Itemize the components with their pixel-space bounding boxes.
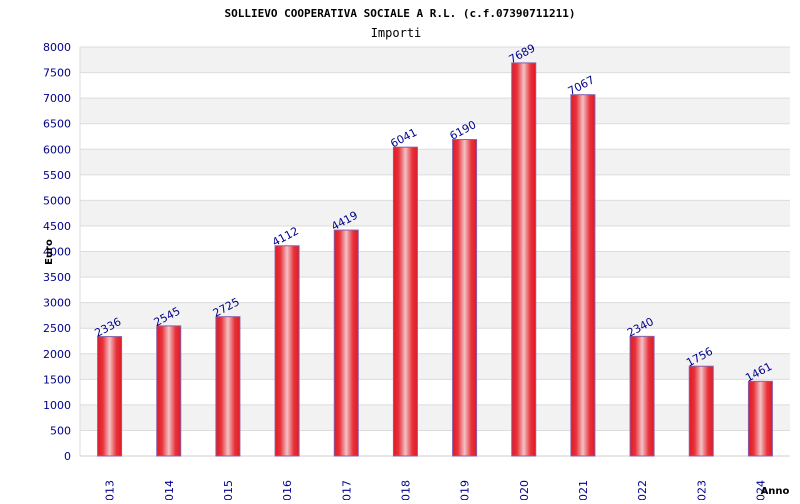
grid-band [80, 200, 790, 226]
x-tick-label: 2022 [636, 480, 649, 500]
x-axis-label: Anno [761, 486, 790, 497]
x-tick-label: 2016 [281, 480, 294, 500]
x-tick-label: 2020 [518, 480, 531, 500]
grid-band [80, 123, 790, 150]
y-tick-label: 0 [64, 450, 71, 463]
y-tick-label: 5500 [43, 169, 71, 182]
bar-2020 [511, 62, 537, 457]
x-tick-label: 2017 [340, 480, 353, 500]
x-tick-label: 2013 [104, 480, 117, 500]
grid-band [80, 430, 790, 456]
y-tick-label: 500 [50, 424, 71, 437]
bar-2015 [215, 316, 241, 457]
x-tick-label: 2018 [399, 480, 412, 500]
grid-band [80, 353, 790, 380]
grid-band [80, 328, 790, 354]
chart-title: SOLLIEVO COOPERATIVA SOCIALE A R.L. (c.f… [225, 7, 576, 20]
y-tick-label: 7000 [43, 92, 71, 105]
y-axis-ticks: 0 500 1000 1500 2000 2500 3000 3500 4000 4500 5000… [43, 41, 71, 463]
x-tick-label: 2014 [163, 480, 176, 500]
grid-lines [79, 46, 790, 457]
grid-band [80, 277, 790, 303]
x-tick-label: 2019 [459, 480, 472, 500]
bar-2018 [392, 146, 418, 457]
grid-band [80, 251, 790, 278]
grid-band [80, 174, 790, 201]
grid-band [80, 404, 790, 431]
y-tick-label: 6000 [43, 143, 71, 156]
chart-subtitle: Importi [371, 26, 422, 40]
y-tick-label: 3000 [43, 297, 71, 310]
grid-band [80, 225, 790, 252]
bar-2021 [570, 94, 596, 457]
bars [97, 62, 773, 457]
y-tick-label: 6500 [43, 118, 71, 131]
x-axis-ticks: 2013 2014 2015 2016 2017 2018 2019 2020 2021 2022… [104, 480, 768, 504]
bar-2023 [688, 365, 714, 457]
y-tick-label: 2500 [43, 322, 71, 335]
bar-2019 [452, 139, 478, 457]
y-tick-label: 8000 [43, 41, 71, 54]
y-tick-label: 1000 [43, 399, 71, 412]
grid-band [80, 72, 790, 99]
x-tick-label: 2023 [695, 480, 708, 500]
y-axis-label: Euro [44, 239, 55, 265]
y-tick-label: 4000 [43, 246, 71, 259]
grid-band [80, 302, 790, 329]
x-tick-label: 2021 [577, 480, 590, 500]
y-tick-label: 3500 [43, 271, 71, 284]
y-tick-label: 4500 [43, 220, 71, 233]
grid-band [80, 379, 790, 405]
bar-2022 [629, 335, 655, 457]
y-tick-label: 2000 [43, 348, 71, 361]
y-tick-label: 1500 [43, 373, 71, 386]
bar-2017 [333, 229, 359, 457]
bar-2024 [747, 380, 773, 457]
y-tick-label: 5000 [43, 194, 71, 207]
grid-band [80, 47, 790, 73]
bar-2013 [97, 336, 123, 457]
y-tick-label: 7500 [43, 67, 71, 80]
x-tick-label: 2024 [754, 480, 767, 500]
bar-2014 [156, 325, 182, 457]
plot-background [80, 47, 790, 456]
grid-band [80, 149, 790, 175]
x-tick-label: 2015 [222, 480, 235, 500]
bar-2016 [274, 245, 300, 457]
grid-band [80, 98, 790, 124]
